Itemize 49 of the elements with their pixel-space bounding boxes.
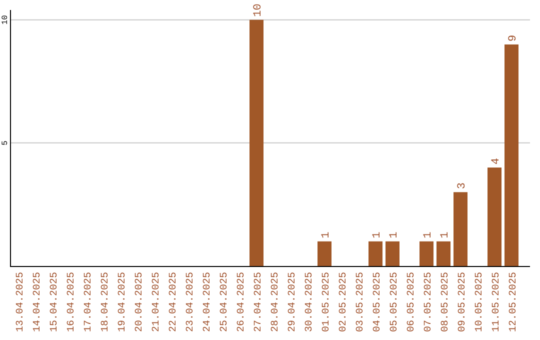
data-label: 3 <box>456 182 468 190</box>
data-label: 10 <box>252 4 264 17</box>
x-tick-label: 25.04.2025 <box>220 272 230 332</box>
y-tick-label: 5 <box>1 140 10 146</box>
x-tick-label: 26.04.2025 <box>236 272 248 332</box>
x-tick-label: 01.05.2025 <box>322 272 332 332</box>
x-tick-label: 09.05.2025 <box>458 272 468 332</box>
x-tick-label: 30.04.2025 <box>304 272 316 332</box>
data-label: 1 <box>440 231 452 238</box>
x-tick-label: 16.04.2025 <box>66 272 78 332</box>
x-tick-label: 02.05.2025 <box>338 272 350 332</box>
data-label: 1 <box>372 231 384 238</box>
x-tick-label: 21.04.2025 <box>152 272 162 332</box>
bar <box>488 168 502 266</box>
x-tick-label: 14.04.2025 <box>32 272 44 332</box>
bar <box>318 241 332 266</box>
bar <box>386 241 400 266</box>
x-tick-label: 07.05.2025 <box>424 272 434 332</box>
bar <box>436 241 450 266</box>
bar <box>250 20 264 266</box>
bar <box>504 44 518 266</box>
data-label: 1 <box>320 231 332 238</box>
x-tick-label: 23.04.2025 <box>186 272 196 332</box>
bar <box>368 241 382 266</box>
bar <box>420 241 434 266</box>
x-tick-label: 08.05.2025 <box>440 272 452 332</box>
x-tick-label: 24.04.2025 <box>202 272 214 332</box>
x-tick-label: 17.04.2025 <box>84 272 94 332</box>
x-tick-label: 03.05.2025 <box>356 272 366 332</box>
x-tick-label: 04.05.2025 <box>372 272 384 332</box>
data-label: 4 <box>490 158 502 165</box>
x-tick-label: 11.05.2025 <box>492 272 502 332</box>
x-tick-label: 29.04.2025 <box>288 272 298 332</box>
x-tick-label: 06.05.2025 <box>406 272 418 332</box>
x-tick-label: 12.05.2025 <box>508 272 520 332</box>
data-label: 1 <box>422 231 434 238</box>
x-tick-label: 27.04.2025 <box>254 272 264 332</box>
x-tick-label: 19.04.2025 <box>118 272 128 332</box>
bar <box>454 192 468 266</box>
data-label: 9 <box>508 34 520 42</box>
x-tick-label: 28.04.2025 <box>270 272 282 332</box>
x-tick-label: 10.05.2025 <box>474 272 486 332</box>
x-tick-label: 18.04.2025 <box>100 272 112 332</box>
x-tick-label: 13.04.2025 <box>16 272 26 332</box>
x-tick-label: 15.04.2025 <box>50 272 60 332</box>
data-label: 1 <box>388 231 400 238</box>
x-tick-label: 05.05.2025 <box>390 272 400 332</box>
x-tick-label: 22.04.2025 <box>168 272 180 332</box>
x-tick-label: 20.04.2025 <box>134 272 146 332</box>
